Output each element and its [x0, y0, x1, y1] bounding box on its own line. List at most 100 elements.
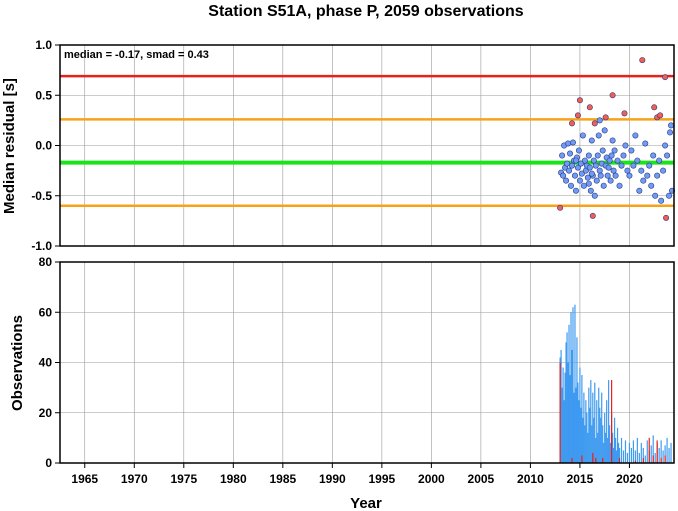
residual-point-s0-9 — [567, 150, 574, 157]
observation-bar-s0-20 — [579, 367, 581, 463]
residual-point-s0-24 — [581, 157, 588, 164]
observation-bar-s0-23 — [582, 417, 584, 463]
observation-bar-s1-12 — [656, 440, 658, 463]
residual-point-s0-71 — [644, 172, 651, 179]
observation-bar-s0-1 — [560, 349, 562, 463]
residual-point-s0-51 — [608, 152, 615, 159]
observation-bar-s1-9 — [642, 457, 644, 463]
observation-bar-s0-41 — [600, 417, 602, 463]
observation-bar-s0-13 — [572, 307, 574, 463]
residual-point-s0-2 — [560, 172, 567, 179]
residual-point-s0-73 — [648, 182, 655, 189]
residual-point-s0-75 — [652, 192, 659, 199]
residual-point-s0-61 — [624, 167, 631, 174]
observation-bar-s0-44 — [603, 442, 605, 463]
residual-point-s0-48 — [605, 164, 612, 171]
observation-bar-s0-27 — [586, 412, 588, 463]
observation-bar-s0-43 — [602, 425, 604, 463]
residual-point-s0-35 — [592, 162, 599, 169]
xtick-label-1: 1970 — [121, 472, 148, 486]
residual-point-s1-6 — [589, 212, 596, 219]
observations-y-axis-label: Observations — [9, 315, 26, 411]
observation-bar-s0-25 — [584, 425, 586, 463]
observation-bar-s0-65 — [628, 442, 631, 463]
residual-y-ticks: -1.0 -0.5 0.0 0.5 1.0 — [31, 38, 60, 253]
observation-bar-s0-83 — [664, 445, 666, 463]
residual-point-s0-15 — [572, 187, 579, 194]
observation-bar-s0-21 — [580, 407, 582, 463]
observation-bar-s0-73 — [644, 455, 646, 463]
residual-point-s0-12 — [569, 139, 576, 146]
residual-point-s1-3 — [576, 97, 583, 104]
observation-bar-s0-63 — [624, 440, 627, 463]
observation-bar-s0-5 — [564, 372, 566, 463]
residual-point-s1-15 — [663, 214, 670, 221]
observation-bar-s0-17 — [576, 337, 578, 463]
residual-point-s0-84 — [668, 122, 675, 129]
residual-ytick-label-2: 0.0 — [35, 139, 52, 153]
residual-point-s0-89 — [585, 180, 592, 187]
residual-point-s0-6 — [564, 160, 571, 167]
residual-point-s0-79 — [660, 167, 667, 174]
residual-point-s0-49 — [606, 157, 613, 164]
observations-panel: 0 20 40 60 80 1965 1970 1975 1980 1985 1990 1995 20… — [9, 255, 675, 511]
residual-point-s0-11 — [568, 162, 575, 169]
observation-bar-s1-6 — [611, 380, 613, 463]
residual-point-s0-17 — [574, 164, 581, 171]
observation-bar-s0-67 — [632, 440, 634, 463]
observation-bar-s0-54 — [612, 447, 615, 463]
observation-bar-s0-14 — [573, 392, 575, 463]
residual-point-s0-31 — [588, 137, 595, 144]
residual-point-s0-34 — [591, 192, 598, 199]
observation-bar-s0-85 — [668, 447, 670, 463]
residual-point-s1-11 — [651, 104, 658, 111]
residual-point-s0-67 — [636, 187, 643, 194]
residual-point-s0-36 — [593, 177, 600, 184]
residual-point-s0-74 — [650, 152, 657, 159]
observation-bar-s0-62 — [622, 450, 625, 463]
residual-point-s0-60 — [622, 142, 629, 149]
observation-bar-s0-35 — [594, 382, 596, 463]
observation-bar-s0-37 — [596, 400, 598, 463]
observation-bar-s0-84 — [666, 437, 668, 463]
residual-point-s0-59 — [620, 152, 627, 159]
observation-bar-s1-8 — [634, 460, 636, 463]
observation-bar-s0-9 — [568, 324, 570, 463]
residual-point-s0-86 — [588, 170, 595, 177]
residual-point-s0-62 — [626, 172, 633, 179]
residual-point-s0-19 — [576, 177, 583, 184]
observation-bar-s0-16 — [575, 387, 577, 463]
residual-point-s0-10 — [568, 182, 575, 189]
residual-point-s0-87 — [596, 117, 603, 124]
residual-reference-lines — [60, 74, 674, 208]
observation-bar-s0-24 — [583, 392, 585, 463]
observation-bar-s0-64 — [626, 452, 629, 463]
residual-point-s0-78 — [658, 197, 665, 204]
observation-bar-s1-2 — [581, 455, 583, 463]
observations-bars — [559, 304, 672, 463]
observation-bar-s0-82 — [662, 450, 664, 463]
observation-bar-s0-26 — [585, 400, 587, 463]
residual-point-s0-43 — [600, 182, 607, 189]
xtick-label-7: 2000 — [418, 472, 445, 486]
observation-bar-s0-59 — [617, 442, 620, 463]
xtick-label-0: 1965 — [71, 472, 98, 486]
residual-point-s0-57 — [616, 182, 623, 189]
observation-bar-s1-1 — [571, 457, 573, 463]
residual-point-s1-8 — [609, 92, 616, 99]
xtick-label-6: 1995 — [369, 472, 396, 486]
observation-bar-s0-40 — [599, 407, 601, 463]
residual-point-s0-20 — [577, 160, 584, 167]
residual-point-s0-72 — [646, 162, 653, 169]
observation-bar-s1-10 — [648, 437, 650, 463]
residual-point-s1-10 — [639, 57, 646, 64]
residual-point-s0-37 — [594, 152, 601, 159]
residual-point-s0-28 — [585, 152, 592, 159]
residual-ytick-label-0: -1.0 — [31, 239, 52, 253]
residual-point-s0-18 — [575, 147, 582, 154]
residual-ytick-label-3: 0.5 — [35, 88, 52, 102]
residual-point-s0-8 — [566, 167, 573, 174]
observation-bar-s0-53 — [612, 432, 614, 463]
xtick-label-11: 2020 — [616, 472, 643, 486]
